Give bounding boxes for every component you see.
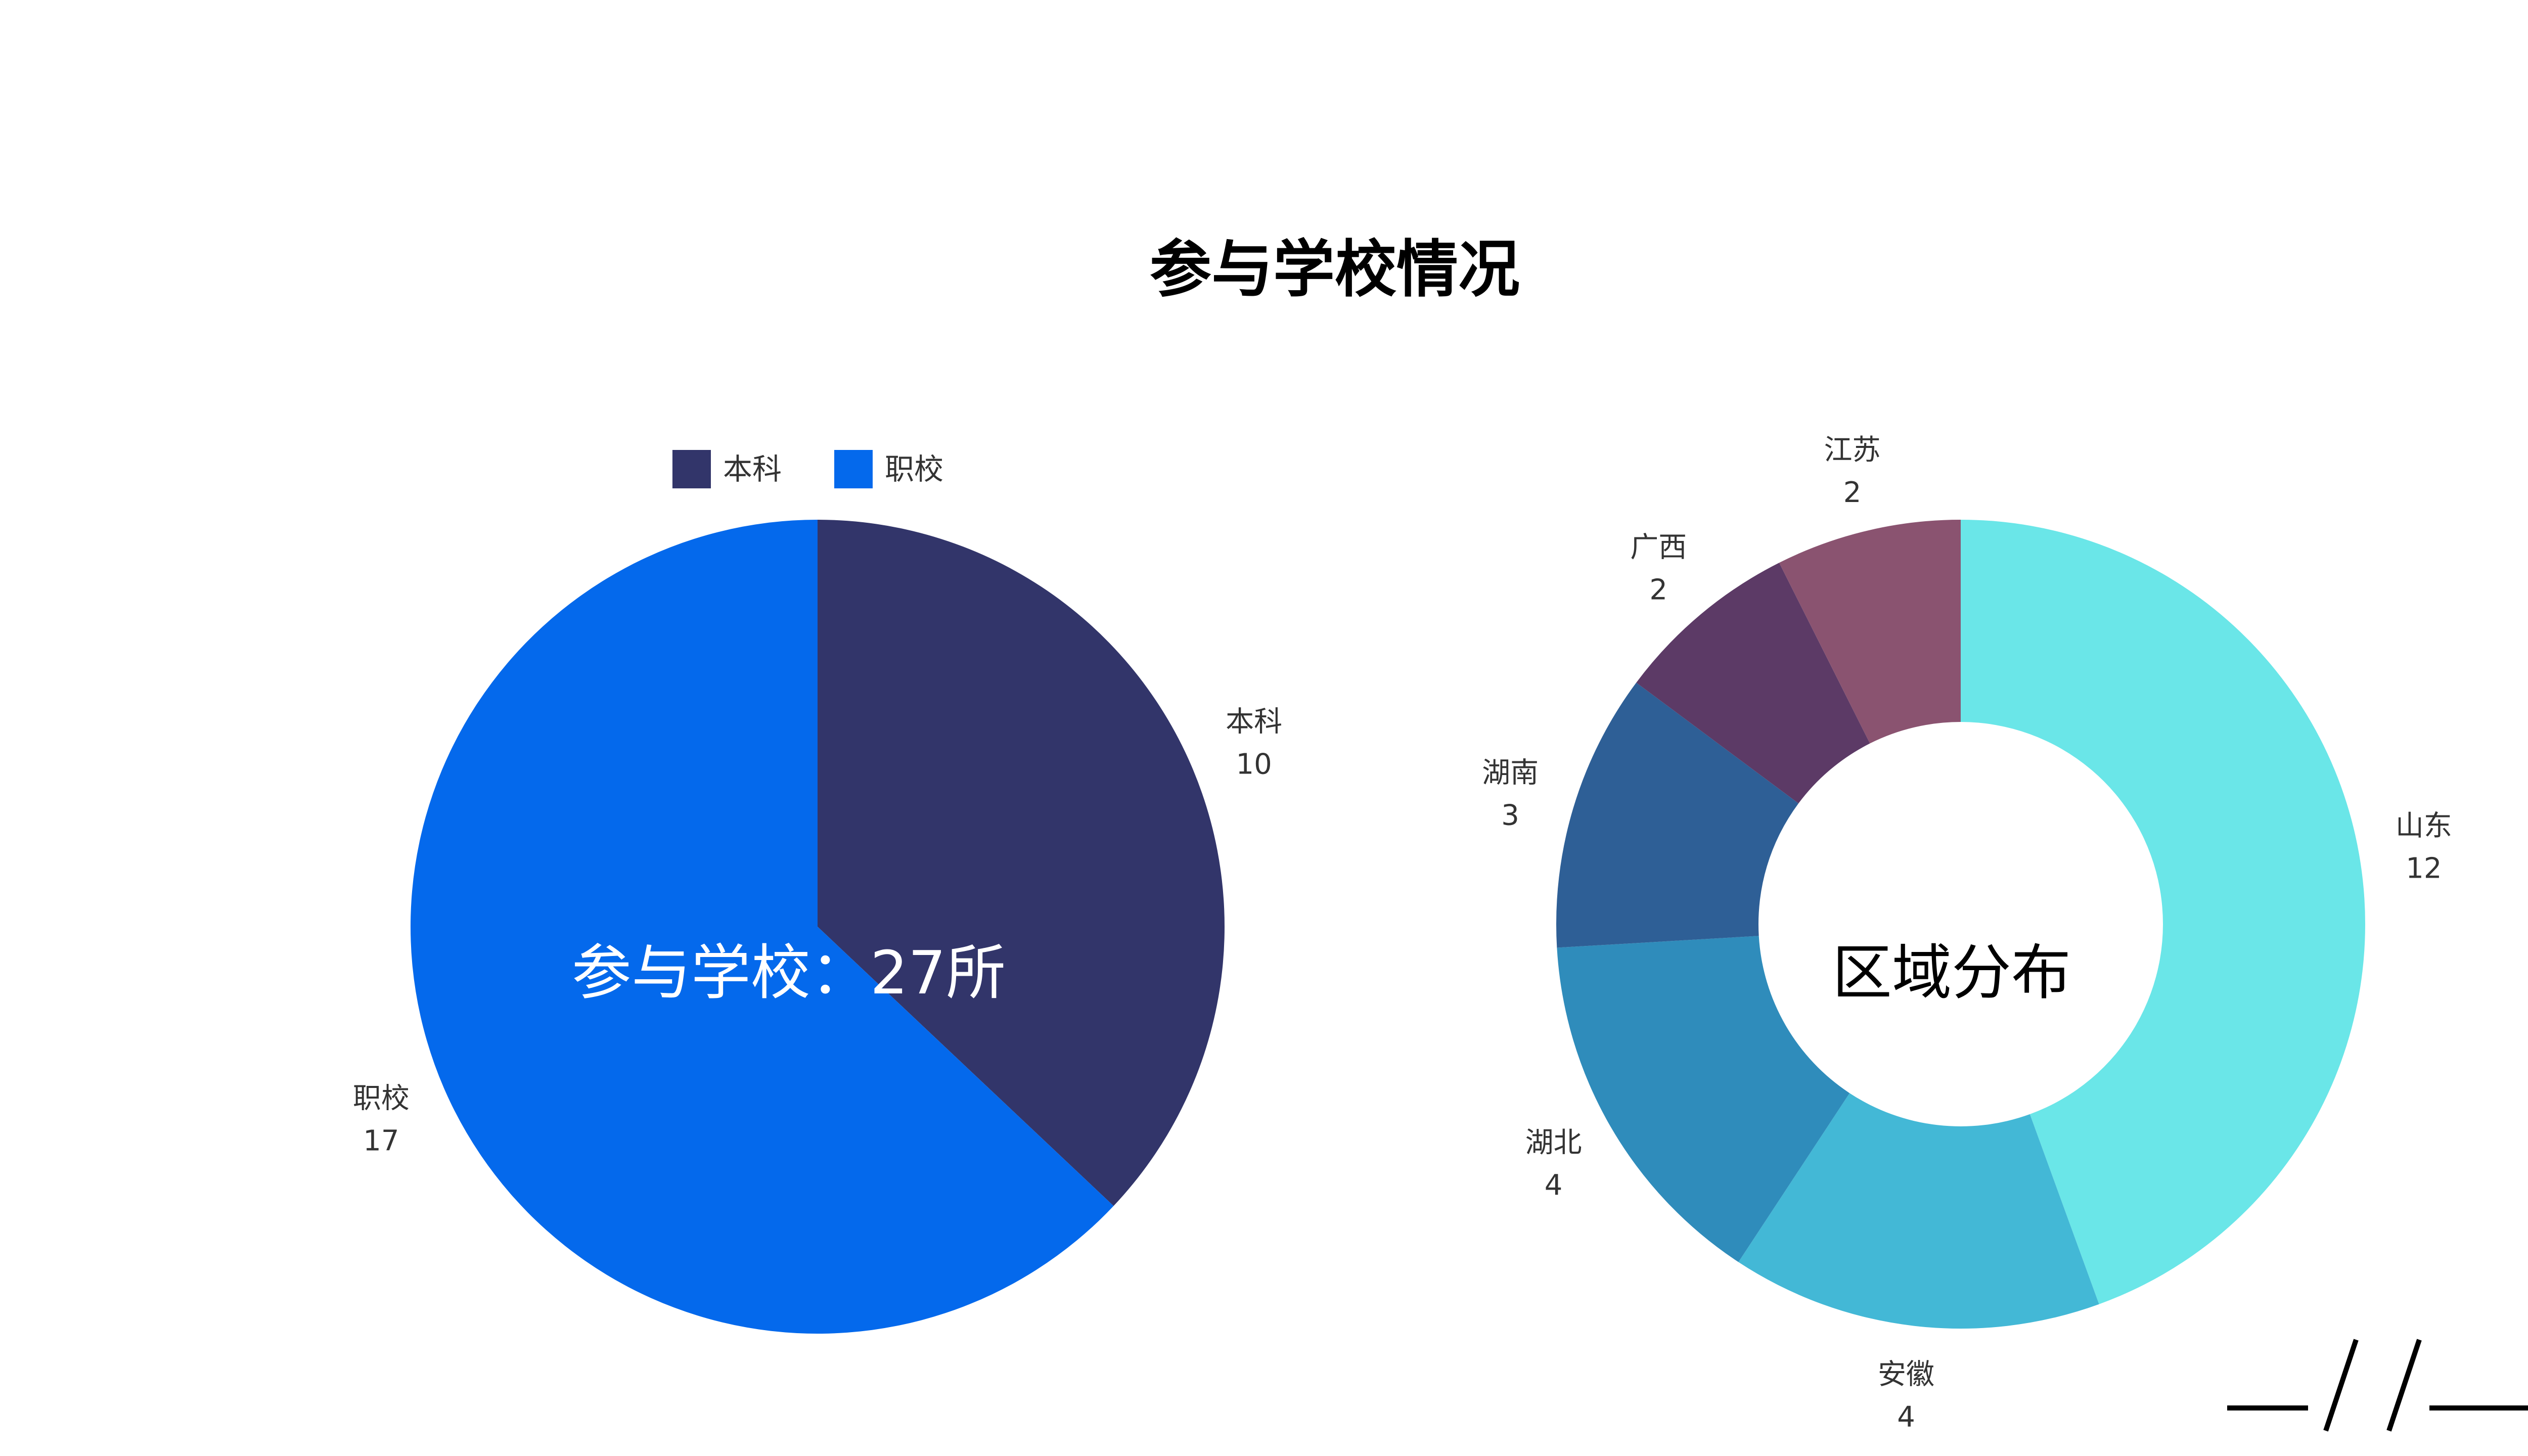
donut-label-category: 江苏 <box>1824 434 1881 467</box>
pie-slice <box>411 520 1114 1334</box>
donut-label-category: 广西 <box>1630 531 1687 564</box>
donut-slice <box>1779 520 1961 744</box>
donut-label-value: 3 <box>1501 799 1519 832</box>
legend-label: 职校 <box>885 452 943 486</box>
pie-slice <box>818 520 1225 1206</box>
donut-slice <box>1556 682 1799 948</box>
donut-label-value: 4 <box>1545 1169 1563 1202</box>
donut-label-value: 2 <box>1649 574 1667 607</box>
pie-label-category: 职校 <box>353 1082 410 1115</box>
donut-data-labels: 山东 12 安徽 4 湖北 4 湖南 3 广西 2 江苏 2 <box>1482 434 2452 1434</box>
donut-label-category: 湖北 <box>1525 1126 1582 1159</box>
donut-slice <box>1636 563 1870 804</box>
legend-swatch <box>834 450 873 488</box>
donut-label-category: 山东 <box>2396 810 2452 843</box>
region-donut-chart: 山东 12 安徽 4 湖北 4 湖南 3 广西 2 江苏 2 区域分布 <box>1482 434 2452 1434</box>
page-title: 参与学校情况 <box>1150 234 1520 305</box>
pie-slices <box>411 520 1225 1334</box>
pie-legend: 本科 职校 <box>672 450 943 488</box>
legend-swatch <box>672 450 711 488</box>
pie-label-value: 10 <box>1236 748 1272 781</box>
legend-label: 本科 <box>723 452 782 486</box>
pie-center-label: 参与学校：27所 <box>572 938 1006 1008</box>
donut-label-category: 湖南 <box>1482 756 1539 789</box>
donut-slice <box>1557 936 1850 1262</box>
pie-label-value: 17 <box>363 1124 399 1157</box>
pie-label-category: 本科 <box>1226 706 1282 739</box>
donut-slice <box>1961 520 2366 1304</box>
donut-label-value: 12 <box>2406 852 2442 885</box>
donut-label-value: 4 <box>1897 1401 1915 1434</box>
corner-slash-decoration-icon <box>2227 1339 2528 1432</box>
donut-label-value: 2 <box>1843 476 1862 509</box>
donut-slices <box>1556 520 2366 1329</box>
donut-slice <box>1738 1093 2099 1329</box>
donut-label-category: 安徽 <box>1878 1358 1934 1391</box>
pie-data-labels: 本科 10 职校 17 <box>353 706 1282 1158</box>
donut-center-label: 区域分布 <box>1832 938 2071 1008</box>
